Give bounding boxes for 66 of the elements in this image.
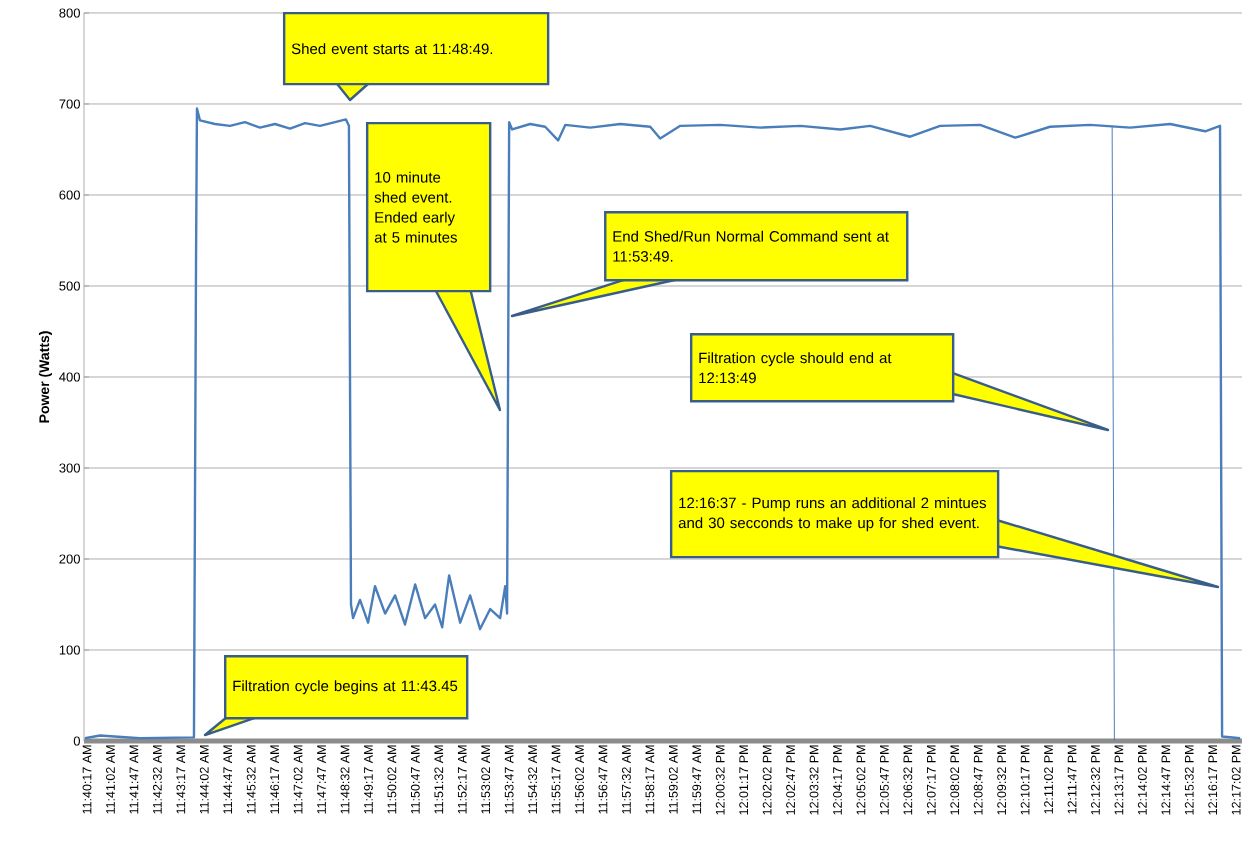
x-tick-label: 11:40:17 AM (82, 745, 92, 814)
y-axis-title: Power (Watts) (38, 331, 52, 423)
x-tick-label: 12:04:17 PM (833, 745, 842, 815)
x-tick-label: 11:55:17 AM (551, 745, 561, 814)
x-tick-label: 11:44:47 AM (223, 745, 233, 814)
x-tick-label: 12:11:47 PM (1067, 745, 1077, 814)
x-tick-label: 11:48:32 AM (340, 745, 350, 814)
x-tick-label: 12:00:32 PM (715, 745, 725, 815)
x-tick-label: 11:54:32 AM (528, 745, 538, 814)
x-tick-label: 11:44:02 AM (199, 745, 209, 814)
y-tick-label: 300 (59, 463, 80, 473)
x-tick-label: 11:41:02 AM (106, 745, 115, 814)
y-tick-label: 100 (59, 645, 80, 655)
y-tick-label: 400 (59, 372, 80, 382)
y-tick-label: 600 (59, 190, 80, 200)
x-tick-label: 11:49:17 AM (364, 745, 373, 814)
x-tick-label: 12:13:17 PM (1114, 745, 1124, 815)
y-tick-label: 500 (59, 281, 80, 291)
x-tick-label: 12:15:32 PM (1184, 745, 1194, 815)
x-tick-label: 11:50:47 AM (410, 745, 420, 814)
x-tick-label: 11:53:02 AM (481, 745, 491, 814)
x-tick-label: 12:17:02 PM (1231, 745, 1241, 815)
annotation: 10 minute shed event. Ended early at 5 minutes (374, 171, 457, 243)
x-tick-label: 11:52:17 AM (457, 745, 467, 814)
annotation: Filtration cycle begins at 11:43.45 (233, 680, 458, 695)
x-tick-label: 12:05:47 PM (879, 745, 889, 815)
annotation: 12:16:37 - Pump runs an additional 2 mintues and 30 secconds to make up for shed event. (678, 497, 987, 532)
annotation: End Shed/Run Normal Command sent at 11:53:49. (613, 230, 889, 262)
x-tick-label: 12:12:32 PM (1091, 745, 1100, 815)
annotation: Filtration cycle should end at 12:13:49 (699, 352, 892, 384)
y-tick-label: 800 (59, 8, 80, 18)
x-tick-label: 11:56:02 AM (575, 745, 584, 814)
x-tick-label: 11:59:02 AM (668, 745, 678, 814)
x-tick-label: 12:14:02 PM (1137, 745, 1147, 815)
x-tick-label: 12:05:02 PM (856, 745, 866, 815)
annotation: Shed event starts at 11:48:49. (291, 43, 493, 55)
x-tick-label: 12:02:02 PM (762, 745, 772, 815)
x-tick-label: 12:08:47 PM (973, 745, 983, 815)
x-tick-label: 11:59:47 AM (692, 745, 702, 814)
x-tick-label: 12:08:02 PM (950, 745, 960, 815)
x-tick-label: 11:43:17 AM (176, 745, 186, 814)
x-tick-label: 11:50:02 AM (387, 745, 397, 814)
x-tick-label: 11:53:47 AM (504, 745, 514, 814)
x-tick-label: 12:10:17 PM (1020, 745, 1030, 815)
x-tick-label: 11:42:32 AM (152, 745, 162, 814)
x-tick-label: 11:51:32 AM (434, 745, 444, 814)
y-tick-label: 200 (59, 554, 80, 564)
x-tick-label: 12:16:17 PM (1208, 745, 1218, 815)
x-tick-label: 11:57:32 AM (621, 745, 631, 814)
x-tick-label: 11:45:32 AM (246, 745, 256, 814)
x-tick-label: 11:58:17 AM (645, 745, 655, 814)
x-tick-label: 12:14:47 PM (1161, 745, 1171, 815)
x-tick-label: 12:07:17 PM (926, 745, 936, 815)
y-tick-label: 700 (59, 99, 80, 109)
x-tick-label: 12:02:47 PM (786, 745, 795, 815)
y-tick-label: 0 (73, 736, 80, 746)
x-tick-label: 12:06:32 PM (903, 745, 913, 815)
x-tick-label: 12:03:32 PM (809, 745, 819, 815)
x-tick-label: 11:41:47 AM (129, 745, 139, 814)
x-tick-label: 12:09:32 PM (997, 745, 1007, 815)
x-tick-label: 11:56:47 AM (598, 745, 608, 814)
x-tick-label: 11:46:17 AM (270, 745, 280, 814)
x-tick-label: 12:11:02 PM (1044, 745, 1053, 814)
x-tick-label: 12:01:17 PM (739, 745, 749, 815)
x-tick-label: 11:47:02 AM (293, 745, 303, 814)
x-tick-label: 11:47:47 AM (317, 745, 326, 814)
